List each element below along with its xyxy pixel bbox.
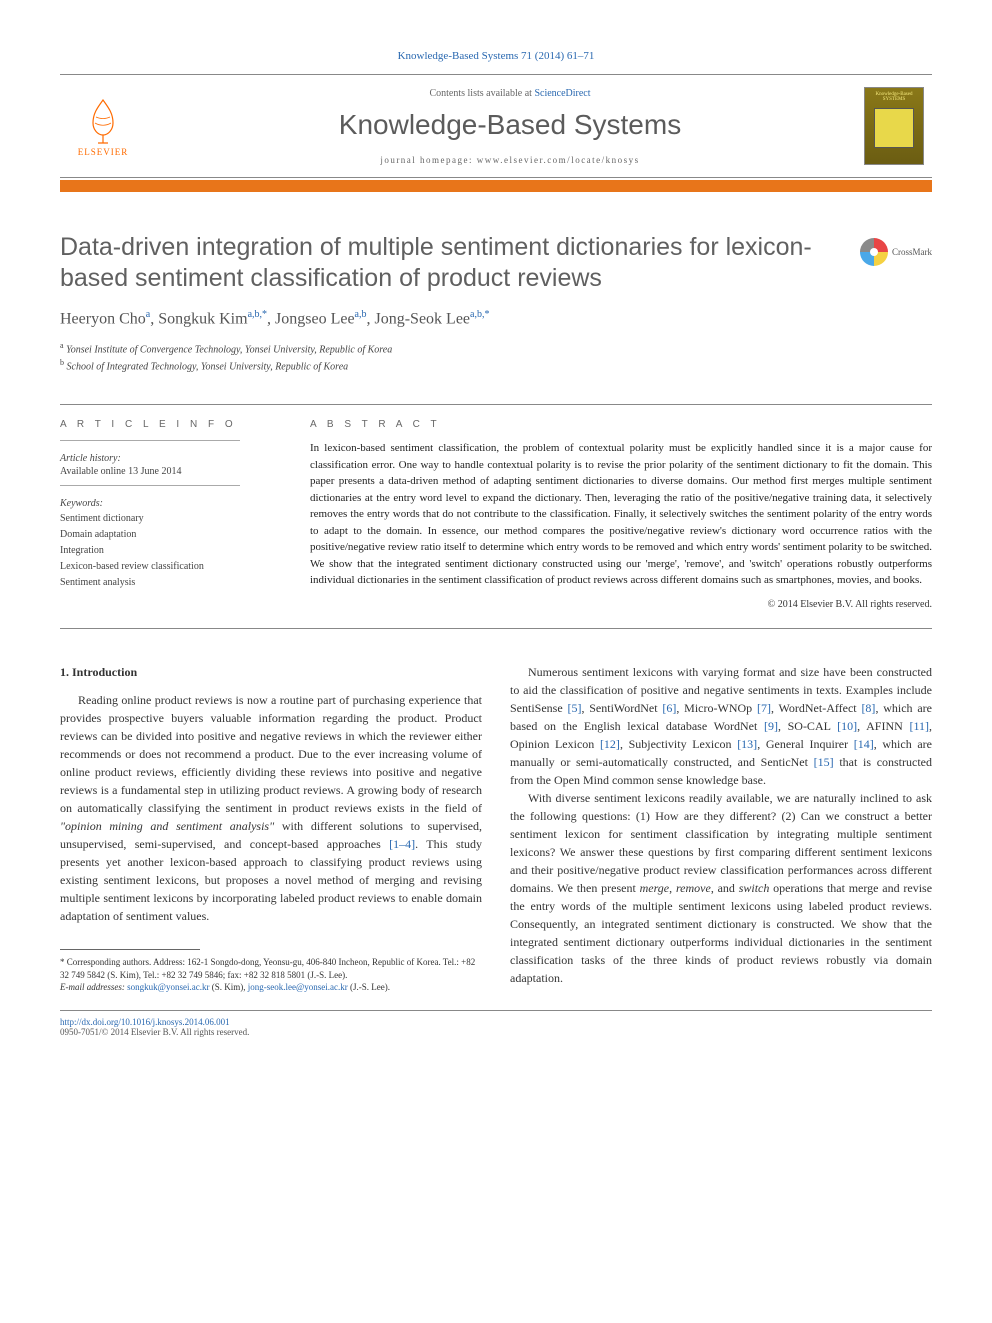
ref-link-14[interactable]: [14]: [854, 737, 874, 751]
email-2-who: (J.-S. Lee).: [348, 982, 390, 992]
ref-link-9[interactable]: [9]: [764, 719, 778, 733]
intro-p3-d: operations that merge and revise the ent…: [510, 881, 932, 985]
article-info-divider-2: [60, 485, 240, 486]
abstract-panel: A B S T R A C T In lexicon-based sentime…: [310, 419, 932, 610]
crossmark-icon: [860, 238, 888, 266]
affiliation-b: b School of Integrated Technology, Yonse…: [60, 357, 932, 374]
article-history-date: Available online 13 June 2014: [60, 466, 280, 477]
abstract-heading: A B S T R A C T: [310, 419, 932, 430]
intro-p2-j: , General Inquirer: [757, 737, 854, 751]
intro-p2-f: , SO-CAL: [778, 719, 837, 733]
intro-p2-c: , Micro-WNOp: [676, 701, 757, 715]
author-2: Songkuk Kim: [158, 310, 247, 327]
elsevier-logo: ELSEVIER: [68, 89, 138, 164]
ref-link-7[interactable]: [7]: [757, 701, 771, 715]
author-2-aff[interactable]: a,b,*: [248, 309, 267, 320]
intro-p3-b: ,: [669, 881, 676, 895]
author-1: Heeryon Cho: [60, 310, 146, 327]
footnote-separator: [60, 949, 200, 950]
crossmark-label: CrossMark: [892, 247, 932, 257]
ref-link-13[interactable]: [13]: [737, 737, 757, 751]
keyword-5: Sentiment analysis: [60, 575, 280, 591]
ref-link-15[interactable]: [15]: [814, 755, 834, 769]
accent-bar: [60, 180, 932, 192]
email-2[interactable]: jong-seok.lee@yonsei.ac.kr: [248, 982, 348, 992]
intro-paragraph-3: With diverse sentiment lexicons readily …: [510, 789, 932, 987]
author-4-aff[interactable]: a,b,*: [470, 309, 489, 320]
intro-p3-a: With diverse sentiment lexicons readily …: [510, 791, 932, 895]
ref-link-11[interactable]: [11]: [909, 719, 929, 733]
intro-paragraph-2: Numerous sentiment lexicons with varying…: [510, 663, 932, 789]
crossmark-badge[interactable]: CrossMark: [860, 238, 932, 266]
ref-link-12[interactable]: [12]: [600, 737, 620, 751]
affiliation-a-text: Yonsei Institute of Convergence Technolo…: [66, 344, 392, 355]
email-1[interactable]: songkuk@yonsei.ac.kr: [127, 982, 209, 992]
journal-reference: Knowledge-Based Systems 71 (2014) 61–71: [60, 50, 932, 62]
page-footer: http://dx.doi.org/10.1016/j.knosys.2014.…: [60, 1010, 932, 1037]
author-3-aff[interactable]: a,b: [355, 309, 367, 320]
abstract-text: In lexicon-based sentiment classificatio…: [310, 440, 932, 589]
affiliation-b-text: School of Integrated Technology, Yonsei …: [67, 361, 349, 372]
author-4: Jong-Seok Lee: [375, 310, 471, 327]
intro-p1-a: Reading online product reviews is now a …: [60, 693, 482, 815]
email-label: E-mail addresses:: [60, 982, 127, 992]
article-title: Data-driven integration of multiple sent…: [60, 232, 840, 295]
ref-link-10[interactable]: [10]: [837, 719, 857, 733]
journal-cover-thumbnail: Knowledge-Based SYSTEMS: [864, 87, 924, 165]
ref-link-1-4[interactable]: [1–4]: [389, 837, 415, 851]
keyword-3: Integration: [60, 543, 280, 559]
contents-available-line: Contents lists available at ScienceDirec…: [156, 88, 864, 99]
abstract-copyright: © 2014 Elsevier B.V. All rights reserved…: [310, 599, 932, 610]
doi-link[interactable]: http://dx.doi.org/10.1016/j.knosys.2014.…: [60, 1017, 932, 1027]
journal-homepage: journal homepage: www.elsevier.com/locat…: [156, 155, 864, 165]
keyword-2: Domain adaptation: [60, 527, 280, 543]
article-info-divider-1: [60, 440, 240, 441]
intro-p3-em2: remove: [676, 881, 711, 895]
intro-p2-i: , Subjectivity Lexicon: [620, 737, 737, 751]
ref-link-8[interactable]: [8]: [861, 701, 875, 715]
keyword-1: Sentiment dictionary: [60, 511, 280, 527]
affiliations: a Yonsei Institute of Convergence Techno…: [60, 340, 932, 375]
author-1-aff[interactable]: a: [146, 309, 150, 320]
elsevier-tree-icon: [78, 95, 128, 145]
intro-p2-d: , WordNet-Affect: [771, 701, 861, 715]
intro-p3-em1: merge: [640, 881, 670, 895]
journal-name: Knowledge-Based Systems: [156, 109, 864, 141]
body-columns: 1. Introduction Reading online product r…: [60, 663, 932, 994]
intro-p1-em: "opinion mining and sentiment analysis": [60, 819, 274, 833]
cover-image-box: [874, 108, 914, 148]
sciencedirect-link[interactable]: ScienceDirect: [534, 88, 590, 99]
intro-p2-b: , SentiWordNet: [581, 701, 662, 715]
email-addresses-note: E-mail addresses: songkuk@yonsei.ac.kr (…: [60, 981, 482, 994]
contents-prefix: Contents lists available at: [429, 88, 534, 99]
authors-line: Heeryon Choa, Songkuk Kima,b,*, Jongseo …: [60, 309, 932, 328]
footnotes: * Corresponding authors. Address: 162-1 …: [60, 956, 482, 994]
intro-p2-g: , AFINN: [857, 719, 909, 733]
article-history-label: Article history:: [60, 453, 280, 464]
journal-header: ELSEVIER Contents lists available at Sci…: [60, 74, 932, 178]
section-1-heading: 1. Introduction: [60, 663, 482, 681]
article-info-panel: A R T I C L E I N F O Article history: A…: [60, 419, 280, 610]
keywords-label: Keywords:: [60, 498, 280, 509]
intro-p3-c: , and: [711, 881, 739, 895]
affiliation-a: a Yonsei Institute of Convergence Techno…: [60, 340, 932, 357]
corresponding-author-note: * Corresponding authors. Address: 162-1 …: [60, 956, 482, 981]
keywords-list: Sentiment dictionary Domain adaptation I…: [60, 511, 280, 591]
author-3: Jongseo Lee: [275, 310, 355, 327]
intro-paragraph-1: Reading online product reviews is now a …: [60, 691, 482, 925]
cover-label-sub: SYSTEMS: [883, 97, 906, 102]
ref-link-6[interactable]: [6]: [662, 701, 676, 715]
keyword-4: Lexicon-based review classification: [60, 559, 280, 575]
issn-copyright-line: 0950-7051/© 2014 Elsevier B.V. All right…: [60, 1027, 932, 1037]
ref-link-5[interactable]: [5]: [567, 701, 581, 715]
elsevier-logo-text: ELSEVIER: [78, 147, 129, 157]
article-info-heading: A R T I C L E I N F O: [60, 419, 280, 430]
intro-p3-em3: switch: [739, 881, 770, 895]
email-1-who: (S. Kim),: [209, 982, 247, 992]
